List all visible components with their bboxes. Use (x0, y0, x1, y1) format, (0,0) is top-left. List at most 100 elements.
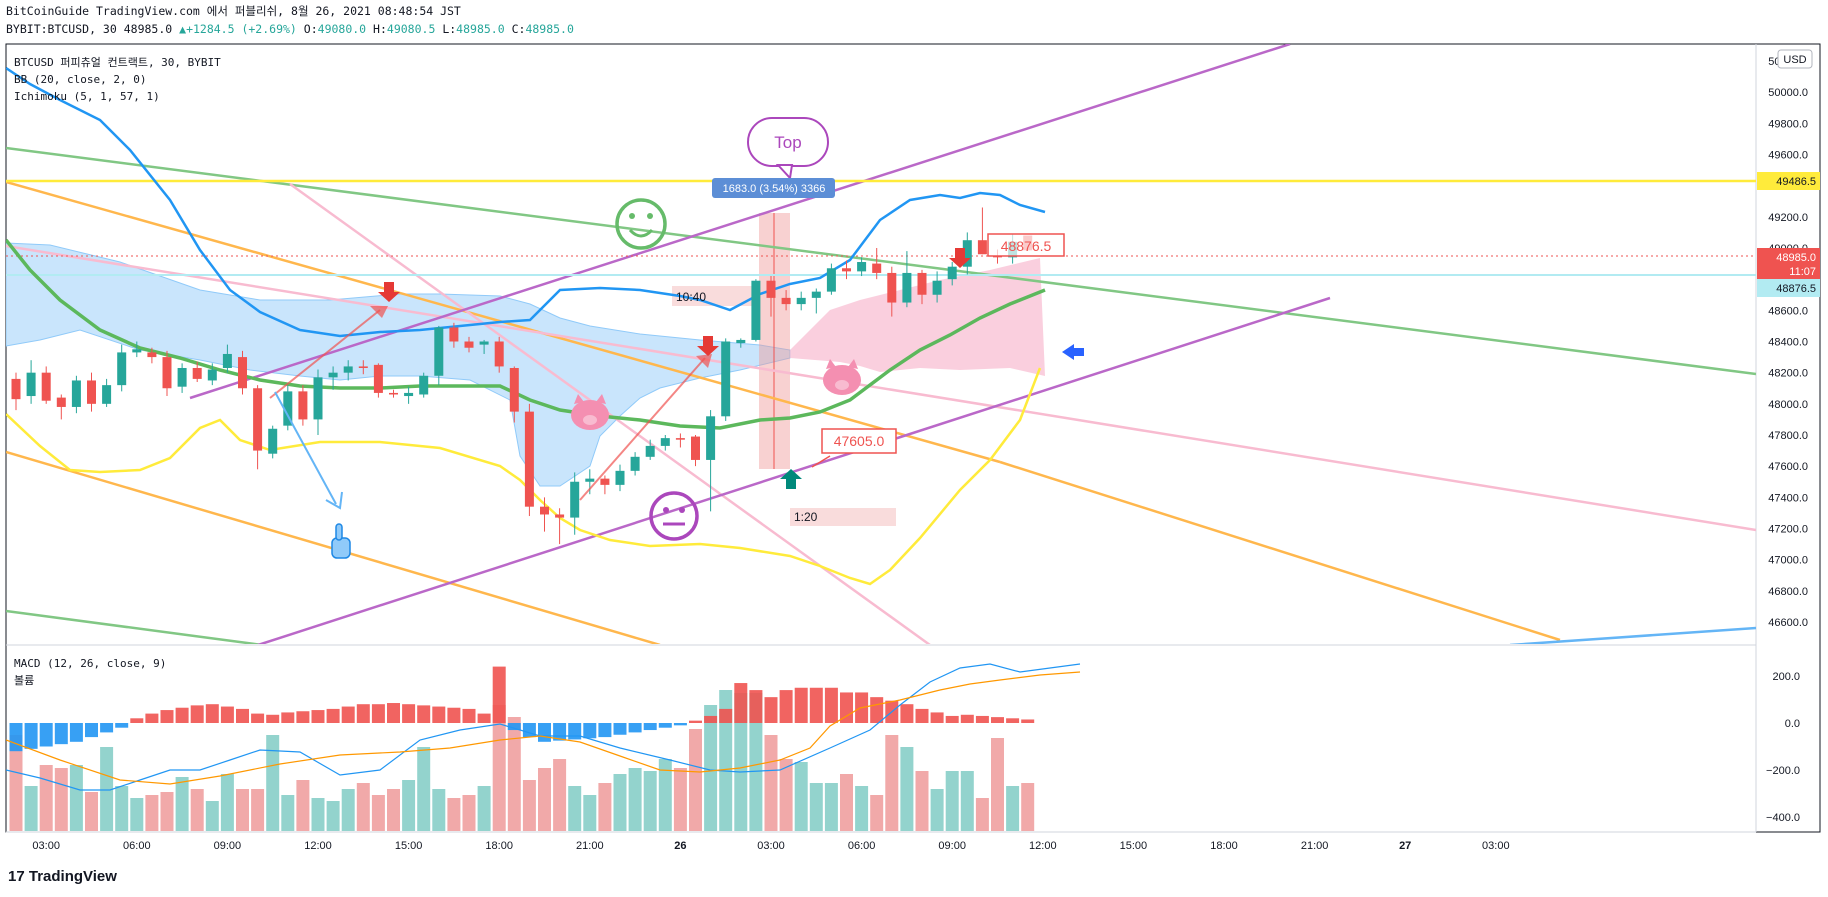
volume-bar (432, 789, 446, 831)
volume-bar (341, 789, 355, 831)
candle (102, 385, 112, 404)
macd-hist-bar (824, 687, 838, 723)
volume-bar (915, 771, 929, 831)
macd-hist-bar (764, 697, 778, 723)
macd-hist-bar (296, 711, 310, 723)
svg-text:USD: USD (1783, 54, 1806, 66)
price-axis[interactable]: 46600.0 46800.0 47000.0 47200.0 47400.0 47600… (1768, 56, 1808, 629)
rr-box (790, 508, 896, 526)
macd-tick-label: −200.0 (1766, 765, 1800, 777)
macd-hist-bar (417, 705, 431, 723)
ichimoku-line (6, 238, 1046, 430)
macd-hist-bar (477, 713, 491, 723)
ichimoku-legend[interactable]: Ichimoku (5, 1, 57, 1) (14, 90, 160, 103)
pink-trendline-long (6, 244, 1756, 532)
volume-bar (704, 705, 718, 831)
volume-bar (54, 768, 68, 831)
svg-text:49486.5: 49486.5 (1776, 176, 1816, 188)
time-tick-label: 03:00 (1482, 840, 1510, 852)
volume-bar (220, 774, 234, 831)
volume-bar (24, 786, 38, 831)
candle (404, 392, 414, 397)
bb-upper (6, 66, 1046, 338)
macd-tick-label: 0.0 (1785, 718, 1800, 730)
macd-tick-label: 200.0 (1772, 671, 1800, 683)
time-tick-label: 09:00 (938, 840, 966, 852)
volume-bar (900, 747, 914, 831)
macd-hist-bar (236, 708, 249, 723)
candle (132, 349, 142, 353)
candle (947, 266, 957, 280)
candle (962, 240, 972, 267)
volume-bar (1021, 783, 1035, 831)
macd-hist-bar (115, 723, 129, 728)
volume-legend[interactable]: 볼륨 (14, 674, 34, 687)
price-pane[interactable]: Top 1683.0 (3.54%) 3366 10:40 48876.5 47… (6, 44, 1756, 650)
time-tick-label: 03:00 (32, 840, 60, 852)
volume-bar (538, 768, 551, 831)
price-tick-label: 47800.0 (1768, 430, 1808, 442)
macd-axis[interactable]: 200.0 0.0 −200.0 −400.0 (1766, 671, 1800, 824)
volume-bar (85, 792, 98, 831)
candle (691, 436, 700, 460)
macd-hist-bar (704, 715, 718, 723)
candle (434, 327, 444, 376)
candle (419, 375, 429, 395)
candle (298, 391, 308, 420)
volume-bar (251, 789, 265, 831)
indicator-pane[interactable] (6, 663, 1081, 831)
time-axis[interactable]: 03:00 06:00 09:00 12:00 15:00 18:00 21:00 26 03:… (32, 840, 1509, 852)
green-trendline-lower (6, 609, 265, 644)
candle (253, 388, 263, 451)
volume-bar (824, 783, 838, 831)
tradingview-logo[interactable]: 17 TradingView (8, 868, 117, 885)
macd-hist-bar (613, 723, 627, 735)
time-tick-label: 21:00 (1301, 840, 1329, 852)
low-value: 48985.0 (456, 22, 505, 36)
macd-hist-bar (39, 723, 53, 747)
volume-bar (311, 798, 325, 831)
macd-hist-bar (281, 712, 295, 723)
volume-bar (930, 789, 944, 831)
macd-legend[interactable]: MACD (12, 26, close, 9) (14, 657, 166, 670)
macd-hist-bar (447, 707, 461, 723)
volume-bar (855, 786, 869, 831)
macd-hist-bar (175, 707, 189, 723)
candle (585, 478, 595, 482)
top-bubble-text: Top (774, 133, 801, 152)
candle (887, 272, 897, 303)
candle (555, 514, 565, 518)
candle (766, 280, 776, 298)
price-tick-label: 47200.0 (1768, 524, 1808, 536)
price-tick-label: 47000.0 (1768, 555, 1808, 567)
macd-hist-bar (24, 723, 38, 749)
blue-trendline (1509, 626, 1756, 644)
purple-channel-lower (257, 296, 1331, 644)
time-tick-label: 06:00 (848, 840, 876, 852)
volume-bar (9, 735, 23, 831)
candle (328, 372, 338, 378)
time-box (672, 286, 760, 306)
volume-bar (175, 777, 189, 831)
volume-bar (492, 705, 506, 831)
candle (615, 470, 625, 485)
price-tick-label: 46600.0 (1768, 617, 1808, 629)
candle (570, 481, 580, 518)
volume-bar (613, 774, 627, 831)
purple-channel-upper (189, 44, 1291, 400)
volume-bar (673, 768, 687, 831)
macd-hist-bar (915, 708, 929, 723)
macd-hist-bar (432, 706, 446, 723)
blue-pointer-icon (1062, 344, 1084, 360)
macd-hist-bar (628, 723, 642, 733)
candle (902, 272, 912, 303)
svg-text:48985.0: 48985.0 (1776, 252, 1816, 264)
macd-hist-bar (492, 666, 506, 723)
currency-button[interactable]: USD (1777, 49, 1813, 69)
candle (283, 391, 293, 426)
macd-hist-bar (809, 687, 823, 723)
bb-legend[interactable]: BB (20, close, 2, 0) (14, 73, 146, 86)
volume-bar (371, 795, 385, 831)
macd-hist-bar (356, 704, 370, 723)
